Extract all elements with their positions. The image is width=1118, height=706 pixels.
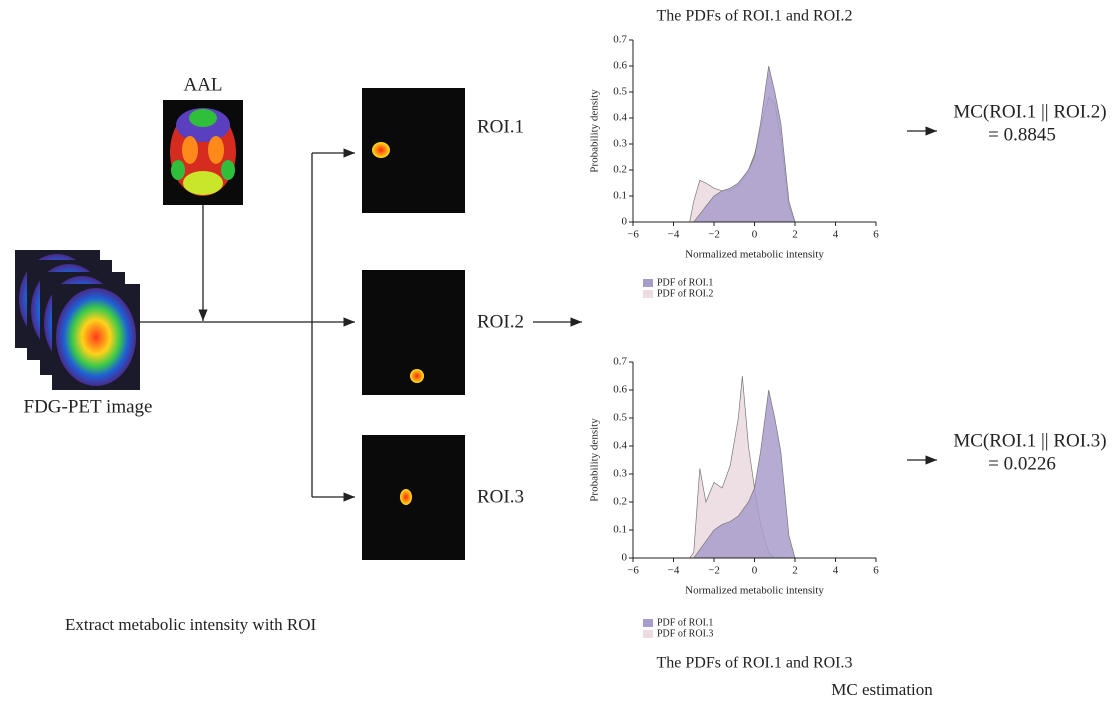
legend-swatch — [643, 279, 653, 287]
legend-label: PDF of ROI.1 — [657, 277, 713, 288]
x-tick-label: −6 — [627, 565, 639, 577]
y-tick-label: 0.3 — [613, 468, 627, 480]
x-axis-label: Normalized metabolic intensity — [685, 585, 824, 597]
x-tick-label: 6 — [873, 229, 879, 241]
x-tick-label: −6 — [627, 229, 639, 241]
y-tick-label: 0.4 — [613, 440, 627, 452]
chart-title: The PDFs of ROI.1 and ROI.3 — [657, 655, 853, 672]
y-tick-label: 0.5 — [613, 412, 627, 424]
y-tick-label: 0.5 — [613, 86, 627, 98]
chart-title: The PDFs of ROI.1 and ROI.2 — [657, 8, 853, 25]
y-tick-label: 0.3 — [613, 138, 627, 150]
x-tick-label: 4 — [833, 229, 839, 241]
mc-value: = 0.8845 — [988, 124, 1056, 145]
y-tick-label: 0 — [622, 552, 628, 564]
x-tick-label: −4 — [668, 565, 680, 577]
y-tick-label: 0.7 — [613, 34, 627, 46]
y-tick-label: 0.2 — [613, 164, 627, 176]
density-area — [689, 65, 796, 223]
roi-images — [362, 88, 465, 560]
density-area — [689, 389, 796, 559]
x-axis-label: Normalized metabolic intensity — [685, 249, 824, 261]
x-tick-label: 0 — [752, 565, 758, 577]
legend-swatch — [643, 619, 653, 627]
atlas-label: AAL — [183, 74, 222, 95]
x-tick-label: −4 — [668, 229, 680, 241]
legend-label: PDF of ROI.2 — [657, 288, 713, 299]
y-tick-label: 0.4 — [613, 112, 627, 124]
mc-expression: MC(ROI.1 || ROI.2) — [953, 101, 1106, 122]
x-tick-label: 0 — [752, 229, 758, 241]
legend-swatch — [643, 630, 653, 638]
legend-swatch — [643, 290, 653, 298]
y-tick-label: 0.6 — [613, 60, 627, 72]
y-axis-label: Probability density — [589, 418, 601, 502]
mc-value: = 0.0226 — [988, 453, 1056, 474]
x-tick-label: −2 — [708, 229, 720, 241]
y-tick-label: 0.7 — [613, 356, 627, 368]
connectors — [140, 126, 937, 502]
x-tick-label: 2 — [792, 565, 798, 577]
y-tick-label: 0 — [622, 216, 628, 228]
roi-label: ROI.3 — [477, 486, 524, 507]
y-tick-label: 0.1 — [613, 524, 627, 536]
roi-label: ROI.2 — [477, 311, 524, 332]
mc-expression: MC(ROI.1 || ROI.3) — [953, 430, 1106, 451]
y-tick-label: 0.2 — [613, 496, 627, 508]
x-tick-label: 2 — [792, 229, 798, 241]
legend-label: PDF of ROI.1 — [657, 617, 713, 628]
input-label: FDG-PET image — [24, 396, 153, 417]
y-tick-label: 0.1 — [613, 190, 627, 202]
x-tick-label: −2 — [708, 565, 720, 577]
stage-label: MC estimation — [831, 680, 933, 699]
step-label: Extract metabolic intensity with ROI — [65, 615, 317, 634]
atlas-image — [163, 100, 243, 205]
y-axis-label: Probability density — [589, 89, 601, 173]
x-tick-label: 6 — [873, 565, 879, 577]
legend-label: PDF of ROI.3 — [657, 628, 713, 639]
x-tick-label: 4 — [833, 565, 839, 577]
roi-label: ROI.1 — [477, 116, 524, 137]
y-tick-label: 0.6 — [613, 384, 627, 396]
pet-image-stack — [15, 250, 140, 390]
